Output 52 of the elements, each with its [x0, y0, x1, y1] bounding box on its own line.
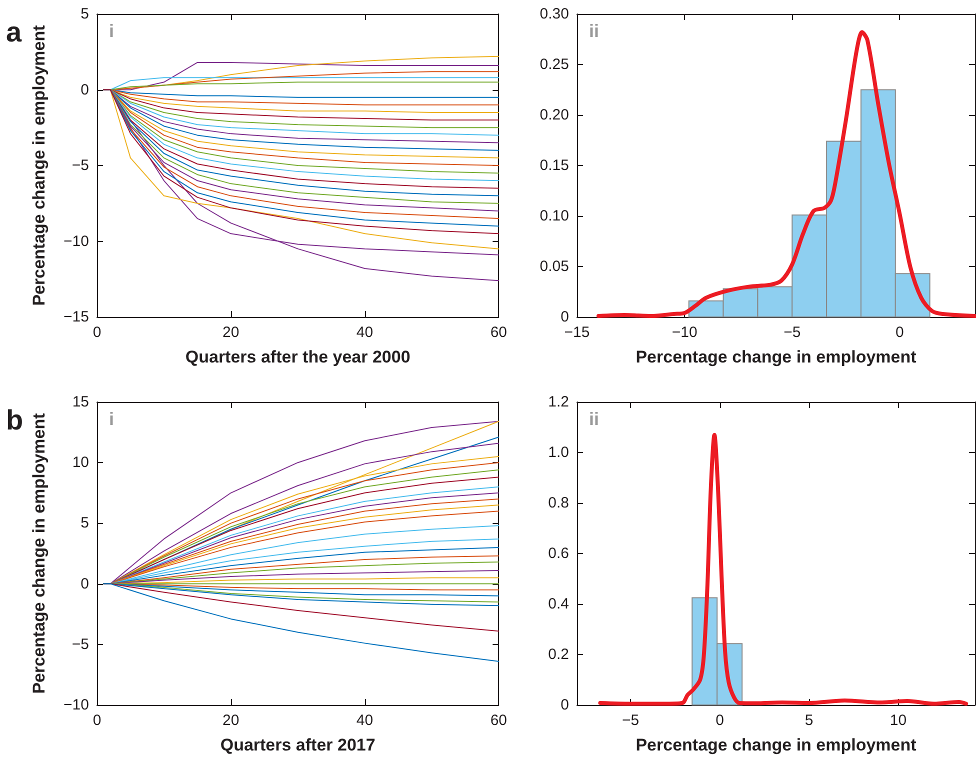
y-tick-label: 0: [80, 575, 89, 592]
y-tick-label: 15: [72, 394, 89, 410]
y-tick-label: 0.25: [540, 56, 569, 73]
x-tick-label: 10: [890, 712, 907, 729]
text: a: [6, 16, 22, 48]
annotation: i: [109, 409, 114, 429]
y-tick-label: 5: [80, 514, 89, 532]
x-axis-title: Percentage change in employment: [636, 348, 917, 366]
y-tick-label: 0.30: [540, 6, 569, 22]
y-tick-label: 5: [80, 6, 89, 22]
y-tick-label: 0: [80, 81, 89, 98]
x-tick-label: 40: [356, 324, 374, 341]
x-tick-label: 0: [716, 712, 724, 729]
x-axis-title: Quarters after the year 2000: [185, 348, 410, 366]
x-tick-label: 60: [490, 324, 507, 341]
x-tick-label: 0: [896, 324, 904, 341]
x-tick-label: −5: [784, 324, 801, 341]
y-tick-label: 0.10: [540, 208, 569, 224]
x-tick-label: 60: [490, 712, 507, 729]
text: b: [6, 404, 24, 436]
x-tick-label: 20: [222, 712, 240, 729]
x-tick-label: −5: [622, 712, 640, 729]
x-tick-label: 0: [92, 324, 102, 341]
x-tick-label: 20: [222, 324, 240, 341]
y-axis-title: Percentage change in employment: [30, 412, 48, 694]
y-tick-label: 0.4: [548, 596, 569, 612]
y-axis-title: Percentage change in employment: [30, 24, 48, 306]
y-tick-label: −10: [64, 232, 89, 250]
y-tick-label: 0.2: [548, 646, 569, 663]
y-tick-label: 0: [560, 696, 569, 714]
y-tick-label: −10: [64, 696, 89, 714]
annotation: ii: [589, 409, 600, 429]
x-axis-title: Quarters after 2017: [220, 736, 376, 754]
annotation: i: [109, 21, 114, 41]
x-tick-label: 0: [92, 712, 102, 729]
y-tick-label: 1.2: [548, 394, 569, 410]
y-tick-label: 0.6: [548, 545, 569, 562]
x-axis-title: Percentage change in employment: [636, 736, 917, 754]
y-tick-label: 0.15: [540, 157, 569, 174]
y-tick-label: 1.0: [548, 444, 569, 461]
x-tick-label: 5: [804, 712, 814, 729]
y-tick-label: 0: [560, 308, 569, 326]
x-tick-label: −10: [672, 324, 698, 341]
y-tick-label: 10: [72, 454, 89, 472]
y-tick-label: −5: [72, 157, 89, 174]
y-tick-label: −5: [72, 636, 89, 653]
x-tick-label: 40: [356, 712, 374, 729]
y-tick-label: 0.8: [548, 494, 569, 512]
y-tick-label: 0.20: [540, 106, 569, 124]
y-tick-label: −15: [64, 308, 89, 326]
annotation: ii: [589, 21, 600, 41]
y-tick-label: 0.05: [540, 258, 569, 275]
